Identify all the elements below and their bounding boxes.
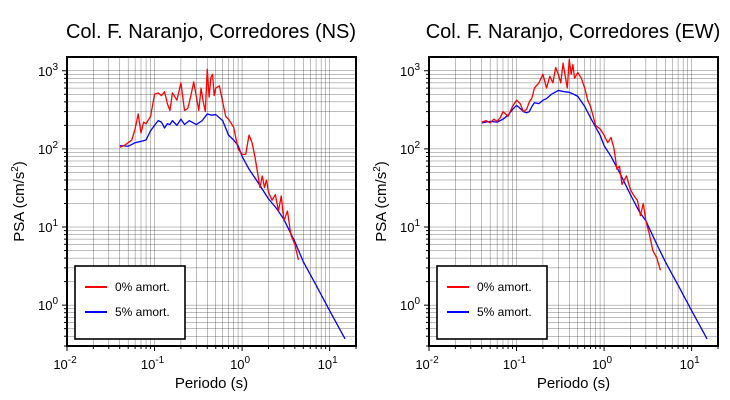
tick-exponent: 3 bbox=[52, 62, 58, 73]
tick-base: 10 bbox=[400, 142, 414, 157]
y-tick-label: 100 bbox=[38, 296, 58, 313]
x-tick-label: 10-2 bbox=[53, 355, 77, 372]
y-tick-label: 103 bbox=[400, 62, 420, 79]
chart-title: Col. F. Naranjo, Corredores (NS) bbox=[66, 21, 356, 43]
tick-exponent: 2 bbox=[52, 140, 58, 151]
series-line-5pct bbox=[119, 113, 346, 340]
y-label-exponent: 2 bbox=[10, 166, 21, 172]
series-line-0pct bbox=[119, 68, 300, 260]
tick-exponent: 1 bbox=[52, 218, 58, 229]
tick-base: 10 bbox=[400, 64, 414, 79]
tick-exponent: -1 bbox=[517, 355, 526, 366]
series-group bbox=[119, 68, 346, 340]
series-line-0pct bbox=[481, 58, 662, 271]
tick-base: 10 bbox=[680, 357, 694, 372]
tick-base: 10 bbox=[53, 357, 67, 372]
y-tick-label: 103 bbox=[38, 62, 58, 79]
series-group bbox=[481, 58, 708, 340]
tick-base: 10 bbox=[400, 220, 414, 235]
y-tick-label: 100 bbox=[400, 296, 420, 313]
y-tick-label: 102 bbox=[38, 140, 58, 157]
tick-exponent: -1 bbox=[155, 355, 164, 366]
y-tick-label: 101 bbox=[400, 218, 420, 235]
tick-base: 10 bbox=[318, 357, 332, 372]
tick-exponent: 1 bbox=[694, 355, 700, 366]
y-label-text: PSA (cm/s bbox=[11, 172, 28, 242]
legend: 0% amort. 5% amort. bbox=[74, 265, 186, 340]
legend-label: 0% amort. bbox=[115, 280, 170, 294]
x-tick-label: 10-1 bbox=[503, 355, 527, 372]
y-axis-label: PSA (cm/s2) bbox=[372, 161, 390, 242]
y-label-exponent: 2 bbox=[372, 166, 383, 172]
x-tick-label: 10-2 bbox=[415, 355, 439, 372]
x-axis-label: Periodo (s) bbox=[175, 375, 248, 392]
y-tick-label: 101 bbox=[38, 218, 58, 235]
tick-exponent: 0 bbox=[607, 355, 613, 366]
tick-base: 10 bbox=[38, 64, 52, 79]
y-label-text: PSA (cm/s bbox=[373, 172, 390, 242]
grid bbox=[66, 57, 357, 347]
tick-exponent: 0 bbox=[414, 296, 420, 307]
x-tick-label: 100 bbox=[230, 355, 250, 372]
tick-base: 10 bbox=[503, 357, 517, 372]
y-axis-label: PSA (cm/s2) bbox=[10, 161, 28, 242]
chart-title: Col. F. Naranjo, Corredores (EW) bbox=[426, 21, 721, 43]
y-tick-label: 102 bbox=[400, 140, 420, 157]
y-label-close: ) bbox=[11, 161, 28, 166]
tick-exponent: 0 bbox=[52, 296, 58, 307]
legend-label: 5% amort. bbox=[477, 305, 532, 319]
tick-base: 10 bbox=[141, 357, 155, 372]
tick-exponent: 1 bbox=[332, 355, 338, 366]
tick-exponent: 3 bbox=[414, 62, 420, 73]
tick-base: 10 bbox=[230, 357, 244, 372]
chart-panel-ew: Col. F. Naranjo, Corredores (EW)10-2 10-1… bbox=[372, 21, 720, 392]
legend-label: 5% amort. bbox=[115, 305, 170, 319]
tick-base: 10 bbox=[592, 357, 606, 372]
legend-label: 0% amort. bbox=[477, 280, 532, 294]
chart-panel-ns: Col. F. Naranjo, Corredores (NS)10-2 10-1… bbox=[10, 21, 357, 392]
x-tick-label: 10-1 bbox=[141, 355, 165, 372]
tick-exponent: -2 bbox=[68, 355, 77, 366]
tick-base: 10 bbox=[400, 298, 414, 313]
tick-exponent: 1 bbox=[414, 218, 420, 229]
x-tick-label: 101 bbox=[680, 355, 700, 372]
tick-exponent: 0 bbox=[245, 355, 251, 366]
tick-base: 10 bbox=[415, 357, 429, 372]
tick-exponent: -2 bbox=[430, 355, 439, 366]
tick-base: 10 bbox=[38, 298, 52, 313]
x-tick-label: 101 bbox=[318, 355, 338, 372]
legend-box bbox=[74, 265, 186, 340]
legend: 0% amort. 5% amort. bbox=[436, 265, 548, 340]
tick-base: 10 bbox=[38, 220, 52, 235]
x-tick-label: 100 bbox=[592, 355, 612, 372]
tick-exponent: 2 bbox=[414, 140, 420, 151]
x-axis-label: Periodo (s) bbox=[537, 375, 610, 392]
tick-base: 10 bbox=[38, 142, 52, 157]
y-label-close: ) bbox=[373, 161, 390, 166]
plot-frame bbox=[428, 56, 719, 347]
legend-box bbox=[436, 265, 548, 340]
plot-frame bbox=[66, 56, 357, 347]
